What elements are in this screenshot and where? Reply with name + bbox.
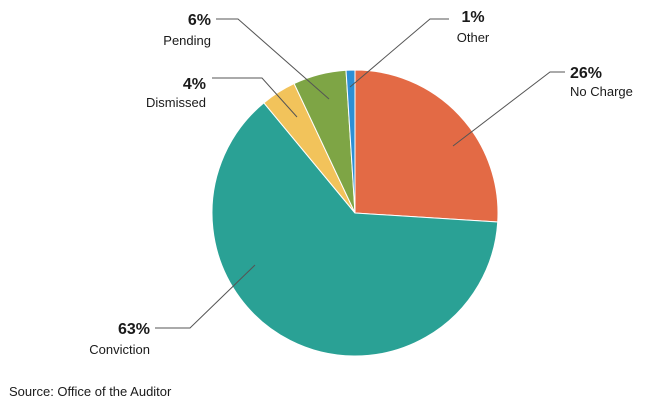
slice-percent-pending: 6% <box>188 12 211 29</box>
leader-line-pending <box>216 18 330 100</box>
slice-label-conviction: Conviction <box>89 342 150 357</box>
slice-labels: 26% No Charge 63% Conviction 4% Dismissed 6% Pe… <box>89 9 633 357</box>
pie-slice-conviction <box>211 102 499 357</box>
slice-percent-no-charge: 26% <box>570 65 602 82</box>
slice-label-pending: Pending <box>163 33 211 48</box>
source-note: Source: Office of the Auditor <box>9 384 172 399</box>
slice-percent-dismissed: 4% <box>183 76 206 93</box>
leader-line-no-charge <box>452 71 565 147</box>
pie-slices <box>211 69 499 357</box>
slice-label-no-charge: No Charge <box>570 84 633 99</box>
slice-label-dismissed: Dismissed <box>146 95 206 110</box>
pie-slice-no-charge <box>354 69 499 223</box>
leader-line-conviction <box>155 264 256 329</box>
leader-line-dismissed <box>212 77 298 118</box>
pie-slice-other <box>345 69 356 214</box>
leader-line-other <box>349 18 449 88</box>
slice-label-other: Other <box>457 30 490 45</box>
pie-chart: 26% No Charge 63% Conviction 4% Dismissed 6% Pe… <box>89 9 633 357</box>
slice-percent-conviction: 63% <box>118 321 150 338</box>
leader-lines <box>155 18 565 329</box>
slice-percent-other: 1% <box>461 9 484 26</box>
